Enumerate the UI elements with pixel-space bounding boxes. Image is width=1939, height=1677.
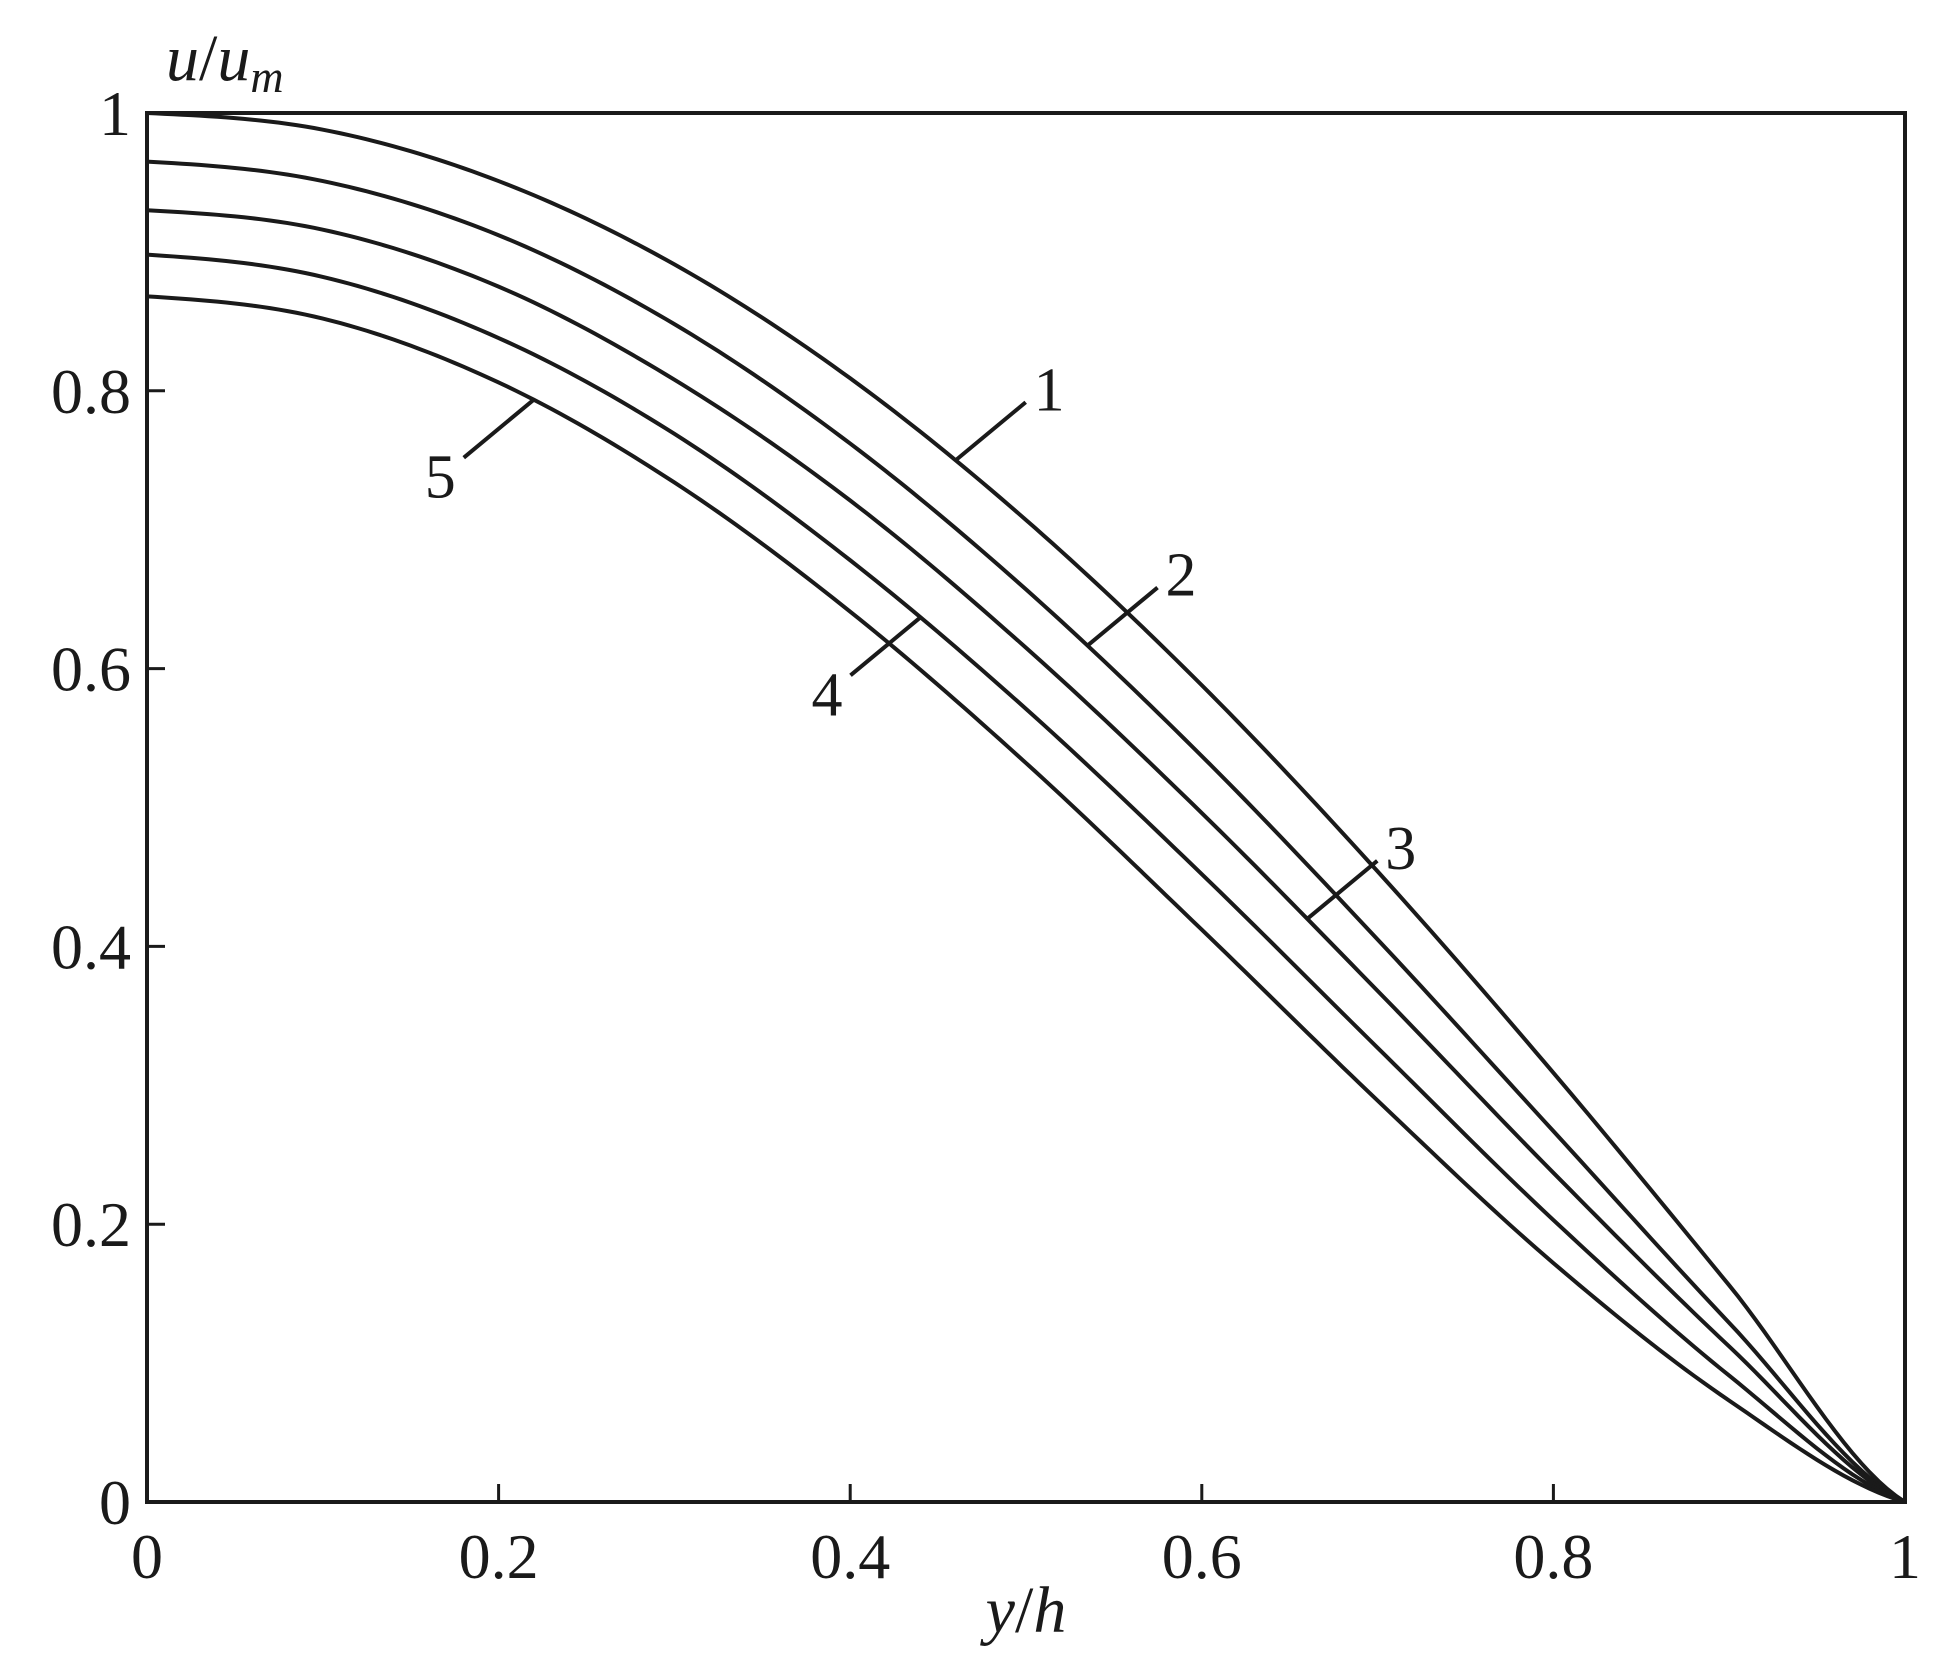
y-axis-title: u/um: [166, 22, 284, 102]
x-axis-title-main: y: [980, 1574, 1016, 1647]
leader-line-4: [849, 615, 922, 677]
leader-line-3: [1306, 859, 1379, 921]
x-axis-title-separator: /: [1015, 1574, 1034, 1647]
x-axis: 0 0.2 0.4 0.6 0.8 1: [131, 1484, 1921, 1592]
y-tick-label: 0.8: [51, 356, 131, 427]
y-axis: 0 0.2 0.4 0.6 0.8 1: [51, 78, 165, 1538]
x-tick-label: 0.8: [1513, 1521, 1593, 1592]
y-tick-label: 0.4: [51, 911, 131, 982]
curve-labels-layer: 1 2 3 4 5: [425, 356, 1417, 883]
curve-2: [146, 159, 1906, 1504]
leader-line-2: [1086, 586, 1159, 648]
y-axis-title-subscript: m: [250, 51, 283, 102]
x-tick-label: 0.2: [459, 1521, 539, 1592]
curve-label-1: 1: [1034, 356, 1065, 424]
y-tick-label: 0.6: [51, 634, 131, 705]
x-tick-label: 0.4: [810, 1521, 890, 1592]
y-tick-label: 0.2: [51, 1189, 131, 1260]
plot-frame: [145, 111, 1907, 1504]
y-tick-label: 1: [99, 78, 131, 149]
x-tick-label: 0.6: [1162, 1521, 1242, 1592]
curve-label-2: 2: [1166, 542, 1197, 610]
leader-line-5: [462, 398, 536, 460]
x-tick-label: 1: [1889, 1521, 1921, 1592]
curve-3: [146, 208, 1906, 1504]
y-tick-label: 0: [99, 1467, 131, 1538]
x-axis-title: y/h: [980, 1574, 1067, 1647]
y-axis-title-separator: /: [199, 22, 218, 95]
y-axis-title-denominator: u: [217, 22, 250, 95]
curves-layer: [146, 111, 1907, 1504]
y-axis-title-main: u: [166, 22, 199, 95]
curve-label-3: 3: [1385, 815, 1416, 883]
curve-5: [146, 294, 1906, 1504]
curve-1: [146, 111, 1907, 1504]
x-tick-label: 0: [131, 1521, 163, 1592]
curve-label-4: 4: [812, 661, 843, 729]
x-axis-title-denominator: h: [1033, 1574, 1066, 1647]
curve-label-5: 5: [425, 444, 456, 512]
curve-4: [146, 252, 1906, 1504]
leader-line-1: [954, 400, 1027, 462]
leader-lines-layer: [462, 398, 1379, 921]
